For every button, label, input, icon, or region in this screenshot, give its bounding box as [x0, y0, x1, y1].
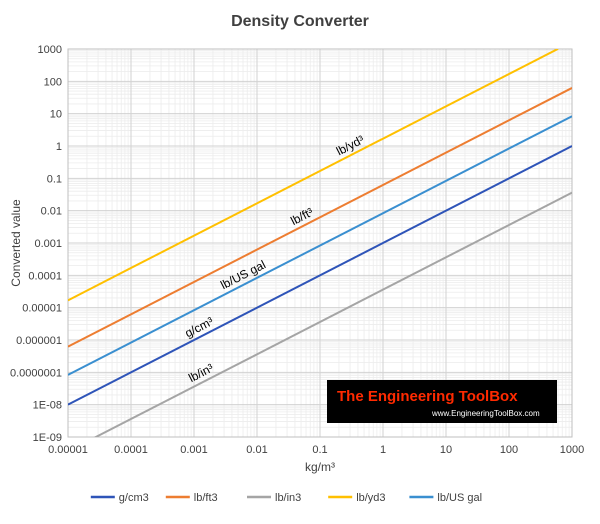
major-gridlines — [67, 48, 573, 438]
legend-label: lb/in3 — [275, 492, 301, 504]
logo-url: www.EngineeringToolBox.com — [431, 409, 540, 418]
series-line-lb-in3 — [93, 191, 572, 437]
x-tick-label: 0.00001 — [48, 444, 88, 456]
y-tick-label: 0.01 — [41, 206, 62, 218]
y-tick-label: 1E-08 — [33, 400, 62, 412]
x-tick-label: 0.01 — [246, 444, 267, 456]
series-lines — [68, 49, 572, 437]
legend-item-g-cm3: g/cm3 — [90, 492, 149, 504]
x-tick-label: 100 — [500, 444, 518, 456]
y-tick-label: 1000 — [38, 44, 62, 56]
legend: g/cm3 lb/ft3 lb/in3 lb/yd3 lb/US gal — [90, 492, 482, 504]
series-line-g-cm3 — [68, 145, 572, 406]
y-tick-label: 1 — [56, 141, 62, 153]
y-tick-label: 100 — [44, 76, 62, 88]
legend-item-lb-us-gal: lb/US gal — [409, 492, 482, 504]
legend-label: g/cm3 — [119, 492, 149, 504]
x-tick-label: 0.1 — [312, 444, 327, 456]
x-tick-label: 0.001 — [180, 444, 208, 456]
x-tick-label: 10 — [440, 444, 452, 456]
legend-label: lb/US gal — [437, 492, 482, 504]
series-line-lb-ft3 — [68, 87, 572, 348]
legend-item-lb-in3: lb/in3 — [247, 492, 301, 504]
legend-label: lb/ft3 — [194, 492, 218, 504]
series-line-lb-us-gal — [68, 115, 572, 376]
annotation-lb-ft3: lb/ft³ — [288, 205, 315, 228]
y-tick-label: 0.000001 — [16, 335, 62, 347]
engineering-toolbox-logo: The Engineering ToolBox www.EngineeringT… — [327, 380, 557, 423]
x-tick-label: 1 — [380, 444, 386, 456]
chart-title: Density Converter — [231, 13, 369, 30]
y-axis-tick-labels: 1E-09 1E-08 0.0000001 0.000001 0.00001 0.0001… — [10, 44, 62, 444]
x-tick-label: 1000 — [560, 444, 584, 456]
y-axis-label: Converted value — [9, 199, 23, 287]
y-tick-label: 0.0000001 — [10, 367, 62, 379]
x-axis-label: kg/m³ — [305, 460, 335, 474]
y-tick-label: 10 — [50, 109, 62, 121]
x-tick-label: 0.0001 — [114, 444, 148, 456]
legend-item-lb-yd3: lb/yd3 — [328, 492, 386, 504]
series-line-lb-yd3 — [68, 49, 559, 302]
legend-label: lb/yd3 — [356, 492, 385, 504]
legend-item-lb-ft3: lb/ft3 — [165, 492, 218, 504]
y-tick-label: 0.001 — [34, 238, 62, 250]
logo-title: The Engineering ToolBox — [337, 388, 518, 405]
y-tick-label: 0.00001 — [22, 303, 62, 315]
y-tick-label: 1E-09 — [33, 432, 62, 444]
y-tick-label: 0.0001 — [28, 270, 62, 282]
plot-area-border — [67, 48, 573, 438]
logo-background — [327, 380, 557, 423]
y-tick-label: 0.1 — [47, 173, 62, 185]
x-axis-tick-labels: 0.00001 0.0001 0.001 0.01 0.1 1 10 100 1000 — [48, 444, 584, 456]
annotation-lb-in3: lb/in³ — [186, 361, 216, 385]
